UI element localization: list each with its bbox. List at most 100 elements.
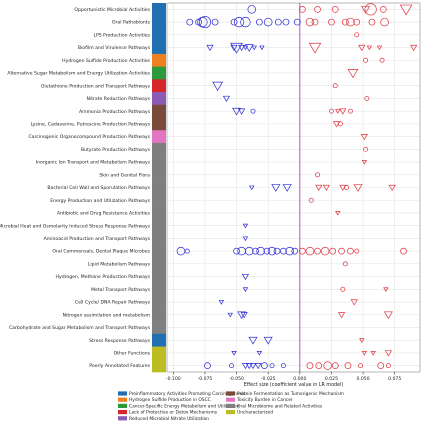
- circle-point: [299, 6, 306, 13]
- circle-point: [344, 185, 350, 190]
- triangle-point: [410, 44, 418, 52]
- x-tick-label: 0.075: [388, 376, 401, 382]
- triangle-point: [358, 44, 366, 52]
- circle-point: [363, 57, 369, 63]
- circle-point: [306, 362, 314, 369]
- circle-point: [269, 363, 275, 369]
- circle-point: [337, 121, 343, 127]
- category-bar-segment: [152, 53, 166, 67]
- circle-point: [244, 246, 254, 256]
- row-label: Alternative Sugar Metabolism and Energy …: [7, 71, 150, 77]
- category-bar-segment: [152, 321, 166, 335]
- triangle-point: [230, 42, 243, 54]
- x-axis: -0.100 -0.075 -0.050 -0.025 0.000 0.025 0.050 0…: [166, 372, 401, 382]
- triangle-point: [347, 69, 359, 79]
- circle-point: [331, 6, 339, 13]
- circle-point: [363, 146, 369, 152]
- circle-point: [331, 362, 339, 369]
- triangle-point: [337, 312, 346, 319]
- circle-point: [346, 17, 355, 27]
- circle-point: [252, 247, 259, 255]
- triangle-point: [238, 44, 246, 52]
- category-bar-segment: [152, 92, 166, 106]
- triangle-point: [335, 211, 341, 216]
- row-label: Poorly Annotated Features: [89, 363, 150, 369]
- legend-label: Cancer-Specific Energy Metabolism and Ut…: [129, 403, 240, 409]
- legend-swatch: [226, 410, 235, 415]
- triangle-point: [237, 311, 247, 320]
- triangle-point: [248, 336, 258, 345]
- row-label: Oral Commensals, Dental Plaque Microbes: [52, 249, 150, 255]
- triangle-point: [388, 184, 396, 192]
- circle-point: [379, 6, 387, 13]
- circle-point: [342, 18, 349, 26]
- row-label: Antibiotic and Drug Resistance Activitie…: [57, 211, 151, 217]
- triangle-point: [249, 363, 257, 370]
- legend-swatch: [118, 403, 127, 408]
- circle-point: [311, 18, 319, 26]
- category-bar-segment: [152, 41, 166, 55]
- triangle-point: [227, 312, 233, 318]
- circle-point: [291, 247, 299, 255]
- category-bar-segment: [152, 66, 166, 80]
- circle-point: [204, 362, 211, 369]
- row-label: Nitrogen assimilation and metabolism: [63, 312, 151, 318]
- triangle-point: [353, 184, 363, 192]
- circle-point: [354, 32, 360, 38]
- row-label: Hydrogen Sulfide Production Activities: [62, 58, 150, 64]
- x-tick-label: 0.050: [356, 376, 369, 382]
- row-label: LPS Production Activities: [93, 32, 150, 38]
- category-bar-segment: [152, 168, 166, 182]
- row-label: Lipid Metabolism Pathways: [88, 261, 151, 267]
- circle-point: [211, 18, 219, 26]
- triangle-point: [251, 45, 257, 51]
- circle-point: [305, 17, 315, 27]
- legend-swatch: [118, 416, 127, 421]
- circle-point: [323, 361, 332, 370]
- legend-label: Oral Microbiome and Related Activities: [237, 403, 323, 409]
- circle-point: [320, 246, 330, 256]
- legend: Proinflammatory Activities Promoting Car…: [118, 391, 344, 422]
- circle-point: [314, 247, 321, 255]
- circle-point: [377, 362, 385, 369]
- legend-label: Reduced Microbial Nitrate Utilization: [129, 416, 209, 422]
- row-label: Stress Response Pathways: [89, 338, 150, 344]
- circle-point: [340, 286, 346, 292]
- circle-point: [400, 247, 407, 255]
- category-bar-segment: [152, 79, 166, 93]
- circle-point: [368, 18, 376, 26]
- triangle-point: [240, 312, 248, 319]
- triangle-point: [350, 299, 358, 306]
- category-bar-segment: [152, 219, 166, 233]
- triangle-point: [230, 44, 238, 52]
- circle-point: [250, 108, 256, 114]
- circle-point: [308, 197, 314, 203]
- triangle-point: [339, 108, 347, 115]
- plot-border: [166, 2, 421, 373]
- triangle-point: [384, 350, 392, 357]
- row-label: Other Functions: [114, 351, 151, 357]
- category-bar-segment: [152, 104, 166, 118]
- legend-swatch: [226, 403, 235, 408]
- triangle-point: [282, 184, 292, 192]
- circle-point: [329, 108, 334, 114]
- category-bar-segment: [152, 232, 166, 246]
- legend-label: Proinflammatory Activities Promoting Car…: [129, 391, 246, 397]
- circle-point: [315, 362, 323, 369]
- triangle-point: [242, 236, 249, 242]
- category-bar-segment: [152, 282, 166, 296]
- triangle-point: [206, 44, 214, 52]
- circle-point: [282, 18, 290, 26]
- circle-point: [233, 16, 245, 28]
- x-tick-label: 0.000: [293, 376, 306, 382]
- row-label: Aminoacid Production and Transport Pathw…: [44, 236, 151, 242]
- triangle-point: [361, 160, 368, 165]
- category-bar-segment: [152, 333, 166, 347]
- row-label: Glutathione Production and Transport Pat…: [41, 83, 151, 89]
- legend-swatch: [118, 391, 127, 396]
- legend-swatch: [118, 397, 127, 402]
- circle-point: [293, 18, 301, 26]
- triangle-point: [256, 350, 263, 356]
- triangle-point: [335, 109, 341, 114]
- legend-label: Lack of Protective or Detox Mechanisms: [129, 410, 218, 416]
